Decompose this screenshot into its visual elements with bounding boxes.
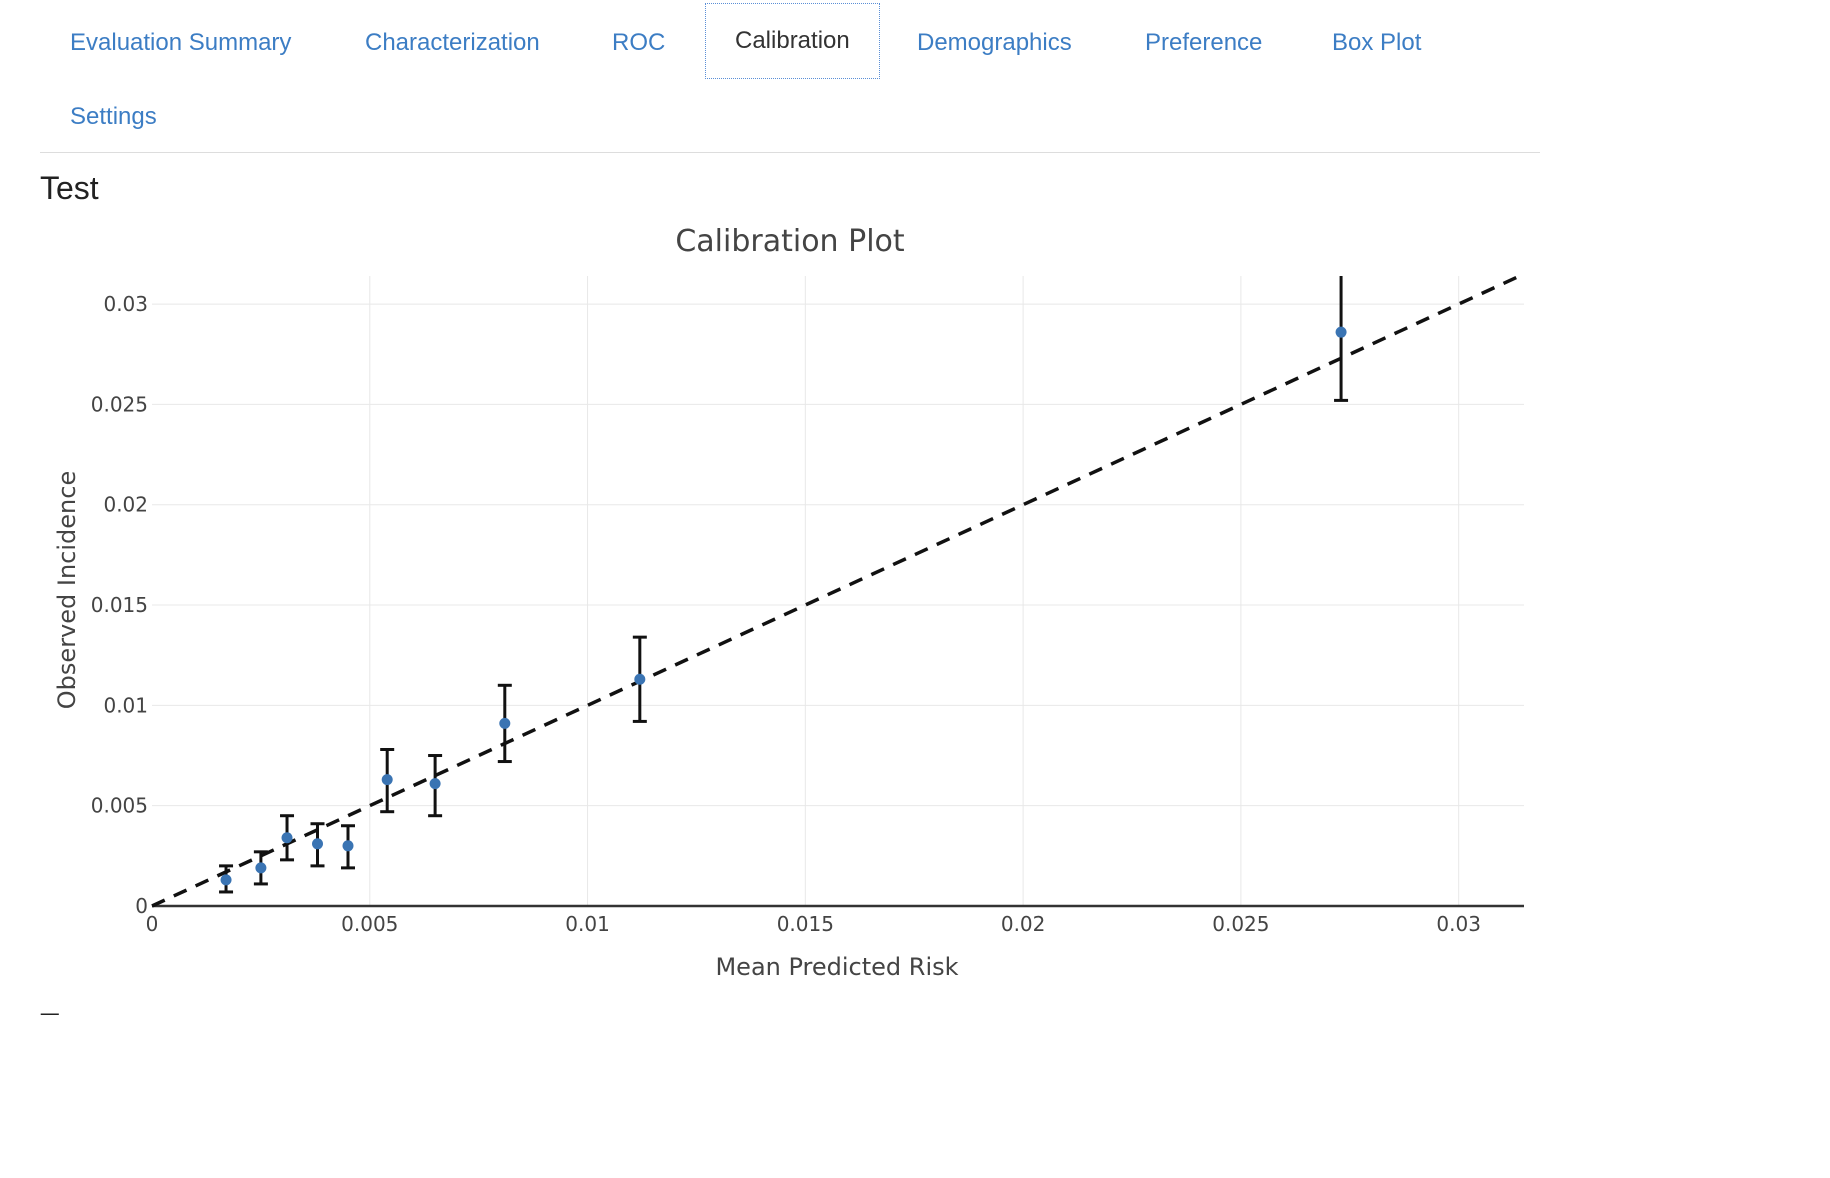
tab-roc[interactable]: ROC	[612, 29, 666, 56]
points-layer	[219, 276, 1349, 894]
y-tick-label: 0.02	[103, 493, 148, 517]
tab-demographics[interactable]: Demographics	[917, 29, 1072, 56]
x-tick-label: 0.005	[341, 912, 398, 936]
error-bar-point	[428, 754, 443, 818]
next-section-title-clipped: Test	[40, 995, 99, 1015]
y-tick-label: 0	[135, 894, 148, 918]
reference-line-layer	[151, 272, 1525, 908]
x-tick-label: 0	[146, 912, 159, 936]
tab-calibration[interactable]: Calibration	[705, 3, 880, 79]
x-tick-label: 0.025	[1212, 912, 1269, 936]
x-tick-label: 0.015	[777, 912, 834, 936]
y-tick-label: 0.03	[103, 292, 148, 316]
data-point	[499, 717, 511, 729]
chart-title: Calibration Plot	[675, 224, 905, 259]
error-bar-point	[1334, 276, 1349, 402]
axis-layer: 0 0.005 0.01 0.015 0.02 0.025 0.03 0 0.005 0.01 0.…	[91, 292, 1524, 936]
tab-characterization[interactable]: Characterization	[365, 29, 540, 56]
tab-preference[interactable]: Preference	[1145, 29, 1263, 56]
y-tick-label: 0.005	[91, 794, 148, 818]
x-tick-label: 0.01	[565, 912, 610, 936]
data-point	[381, 774, 393, 786]
y-axis-label: Observed Incidence	[53, 471, 81, 709]
tab-settings[interactable]: Settings	[70, 103, 157, 130]
data-point	[429, 778, 441, 790]
data-point	[342, 840, 354, 852]
x-axis-label: Mean Predicted Risk	[715, 953, 958, 981]
error-bar-point	[280, 814, 295, 862]
data-point	[281, 832, 293, 844]
grid-layer	[152, 276, 1524, 906]
data-point	[255, 862, 267, 874]
tab-bar: Evaluation Summary Characterization ROC …	[40, 0, 1540, 153]
y-tick-label: 0.01	[103, 693, 148, 717]
data-point	[220, 874, 232, 886]
error-bar-point	[253, 850, 268, 886]
x-tick-label: 0.03	[1436, 912, 1481, 936]
reference-line	[151, 272, 1525, 908]
y-tick-label: 0.015	[91, 593, 148, 617]
y-tick-label: 0.025	[91, 392, 148, 416]
tab-evaluation-summary[interactable]: Evaluation Summary	[70, 29, 292, 56]
error-bar-point	[497, 683, 512, 764]
error-bar-point	[632, 635, 647, 723]
data-point	[312, 838, 324, 850]
error-bar-point	[341, 824, 355, 870]
data-point	[634, 673, 646, 685]
tab-box-plot[interactable]: Box Plot	[1332, 29, 1422, 56]
x-tick-label: 0.02	[1001, 912, 1046, 936]
section-title: Test	[40, 170, 99, 206]
calibration-chart: 0 0.005 0.01 0.015 0.02 0.025 0.03 0 0.005 0.01 0.…	[53, 224, 1525, 981]
data-point	[1335, 326, 1347, 338]
error-bar-point	[380, 748, 395, 814]
error-bar-point	[310, 822, 325, 868]
error-bar-point	[219, 864, 234, 894]
